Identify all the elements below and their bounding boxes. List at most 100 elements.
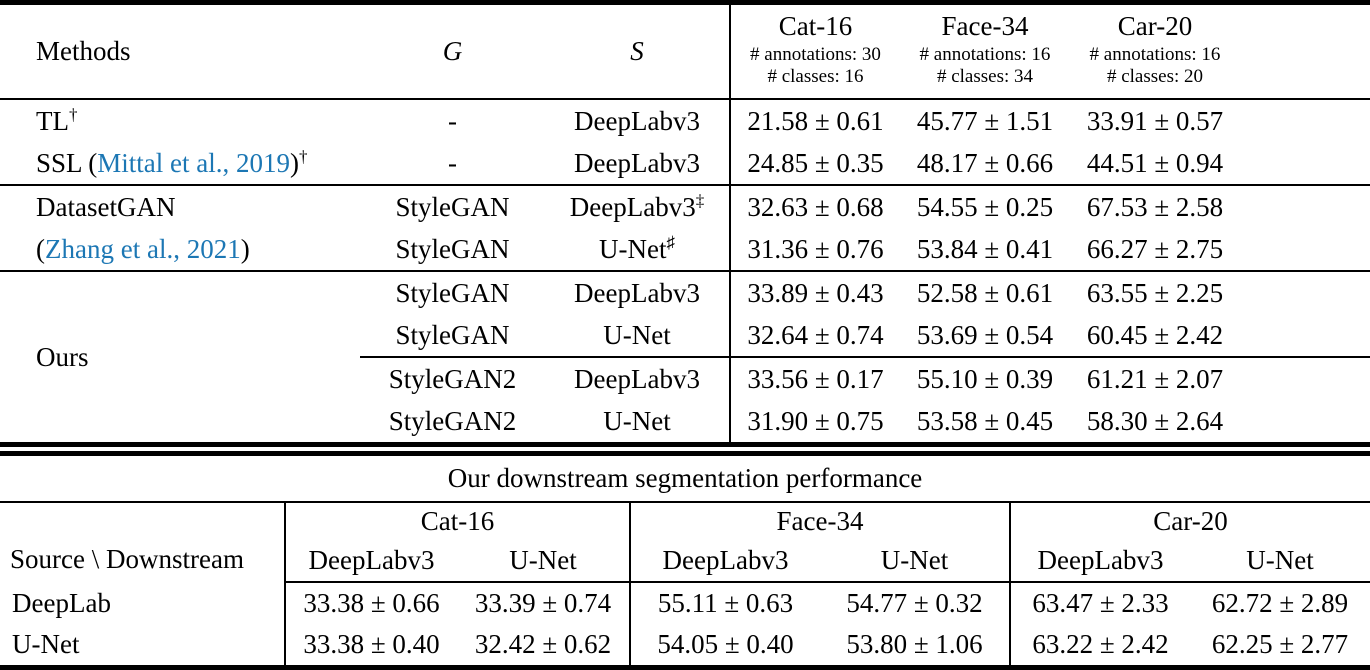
segmenter-name: DeepLabv3 (569, 191, 696, 222)
value-cell: 67.53 ± 2.58 (1086, 191, 1224, 222)
value-cell: 52.58 ± 0.61 (916, 277, 1054, 308)
dataset-classes: # classes: 16 (767, 66, 864, 87)
filler-cell (1240, 2, 1370, 100)
value-cell: 33.38 ± 0.40 (284, 624, 457, 668)
value-cell: 63.22 ± 2.42 (1009, 624, 1190, 668)
segmenter-cell: U-Net (545, 314, 730, 358)
subheader-unet: U-Net (820, 540, 1010, 583)
table-row-ssl: SSL (Mittal et al., 2019)† - DeepLabv3 2… (0, 142, 1370, 186)
value-cell: 62.25 ± 2.77 (1211, 629, 1349, 659)
table-header-row: Methods G S Cat-16 # annotations: 30 # c… (0, 2, 1370, 100)
generator-cell: StyleGAN2 (388, 405, 517, 436)
double-dagger-mark: ‡ (695, 190, 705, 210)
method-label: TL† (0, 99, 360, 142)
value-cell: 48.17 ± 0.66 (900, 142, 1070, 186)
segmenter-cell: DeepLabv3‡ (545, 185, 730, 228)
value-cell: 31.90 ± 0.75 (729, 400, 900, 442)
generator-cell: - (448, 105, 457, 136)
value-cell: 60.45 ± 2.42 (1070, 314, 1240, 358)
citation-link-zhang[interactable]: Zhang et al., 2021 (45, 233, 241, 264)
value-cell: 45.77 ± 1.51 (916, 105, 1054, 136)
table-row-ours-2: StyleGAN U-Net 32.64 ± 0.74 53.69 ± 0.54… (0, 314, 1370, 358)
value-cell: 63.55 ± 2.25 (1086, 277, 1224, 308)
value-cell: 54.77 ± 0.32 (846, 588, 983, 618)
source-downstream-header: Source \ Downstream (10, 544, 244, 574)
s-symbol: S (630, 36, 644, 66)
filler-cell (1240, 271, 1370, 314)
source-label: DeepLab (12, 587, 111, 618)
double-rule-divider (0, 442, 1370, 456)
segmenter-cell: DeepLabv3 (574, 363, 700, 394)
table-row-datasetgan-1: DatasetGAN StyleGAN DeepLabv3‡ 32.63 ± 0… (0, 185, 1370, 228)
table-row-deeplab-source: DeepLab 33.38 ± 0.66 33.39 ± 0.74 55.11 … (0, 582, 1370, 624)
dataset-name: Cat-16 (778, 11, 853, 41)
methods-column-header: Methods (0, 2, 360, 100)
filler-cell (1240, 185, 1370, 228)
value-cell: 55.11 ± 0.63 (629, 582, 820, 624)
dataset-classes: # classes: 20 (1106, 66, 1204, 87)
value-cell: 55.10 ± 0.39 (916, 363, 1054, 394)
filler-cell (1240, 99, 1370, 142)
method-label: (Zhang et al., 2021) (0, 228, 360, 272)
dataset-annotations: # annotations: 16 (919, 44, 1051, 65)
rule-gap (0, 447, 1370, 451)
generator-cell: StyleGAN (360, 314, 545, 358)
value-cell: 63.47 ± 2.33 (1009, 582, 1190, 624)
paren: ) (240, 233, 250, 264)
generator-cell: StyleGAN (360, 228, 545, 272)
value-cell: 44.51 ± 0.94 (1070, 142, 1240, 186)
methods-comparison-table: Methods G S Cat-16 # annotations: 30 # c… (0, 0, 1370, 442)
filler-cell (1240, 357, 1370, 400)
table-row-ours-1: Ours StyleGAN DeepLabv3 33.89 ± 0.43 52.… (0, 271, 1370, 370)
downstream-performance-table: Source \ Downstream Cat-16 Face-34 Car-2… (0, 501, 1370, 670)
segmenter-cell: DeepLabv3 (574, 105, 700, 136)
group-header-car20: Car-20 (1009, 502, 1370, 540)
value-cell: 53.58 ± 0.45 (916, 405, 1054, 436)
value-cell: 61.21 ± 2.07 (1086, 363, 1224, 394)
subheader-deeplabv3: DeepLabv3 (629, 540, 820, 583)
dagger-mark: † (69, 104, 78, 124)
dataset-header-cat16: Cat-16 # annotations: 30 # classes: 16 (729, 2, 900, 100)
group-header-row: Source \ Downstream Cat-16 Face-34 Car-2… (0, 502, 1370, 573)
source-label: U-Net (12, 629, 80, 659)
value-cell: 62.72 ± 2.89 (1211, 588, 1349, 618)
table-row-ours-3: StyleGAN2 DeepLabv3 33.56 ± 0.17 55.10 ±… (0, 357, 1370, 400)
generator-cell: - (360, 142, 545, 186)
segmenter-column-header: S (545, 2, 730, 100)
downstream-table-caption: Our downstream segmentation performance (447, 463, 923, 493)
paren: ) (289, 147, 299, 178)
value-cell: 53.84 ± 0.41 (900, 228, 1070, 272)
value-cell: 54.55 ± 0.25 (916, 191, 1054, 222)
segmenter-cell: DeepLabv3 (574, 277, 700, 308)
rule-bar (0, 442, 1370, 447)
table-row-tl: TL† - DeepLabv3 21.58 ± 0.61 45.77 ± 1.5… (0, 99, 1370, 142)
value-cell: 53.69 ± 0.54 (900, 314, 1070, 358)
citation-link-mittal[interactable]: Mittal et al., 2019 (97, 147, 290, 178)
table-row-ours-4: StyleGAN2 U-Net 31.90 ± 0.75 53.58 ± 0.4… (0, 400, 1370, 442)
filler-cell (1240, 314, 1370, 358)
dataset-name: Face-34 (941, 11, 1029, 41)
dagger-mark: † (298, 146, 308, 166)
filler-cell (1240, 400, 1370, 442)
generator-cell: StyleGAN (395, 277, 510, 308)
method-name: SSL ( (36, 147, 98, 178)
method-label: DatasetGAN (36, 191, 176, 222)
value-cell: 33.89 ± 0.43 (729, 271, 900, 314)
value-cell: 31.36 ± 0.76 (729, 228, 900, 272)
subheader-row: DeepLabv3 U-Net DeepLabv3 U-Net DeepLabv… (0, 540, 1370, 583)
value-cell: 33.38 ± 0.66 (284, 582, 457, 624)
value-cell: 33.39 ± 0.74 (474, 588, 612, 618)
g-symbol: G (442, 36, 463, 66)
group-header-face34: Face-34 (629, 502, 1010, 540)
value-cell: 53.80 ± 1.06 (846, 629, 983, 659)
subheader-unet: U-Net (457, 540, 630, 583)
method-name: TL (36, 105, 69, 136)
group-header-cat16: Cat-16 (284, 502, 630, 540)
table-row-unet-source: U-Net 33.38 ± 0.40 32.42 ± 0.62 54.05 ± … (0, 624, 1370, 668)
generator-column-header: G (360, 2, 545, 100)
value-cell: 66.27 ± 2.75 (1070, 228, 1240, 272)
subheader-deeplabv3: DeepLabv3 (1009, 540, 1190, 583)
dataset-classes: # classes: 34 (936, 66, 1034, 87)
segmenter-name: U-Net (599, 233, 667, 264)
